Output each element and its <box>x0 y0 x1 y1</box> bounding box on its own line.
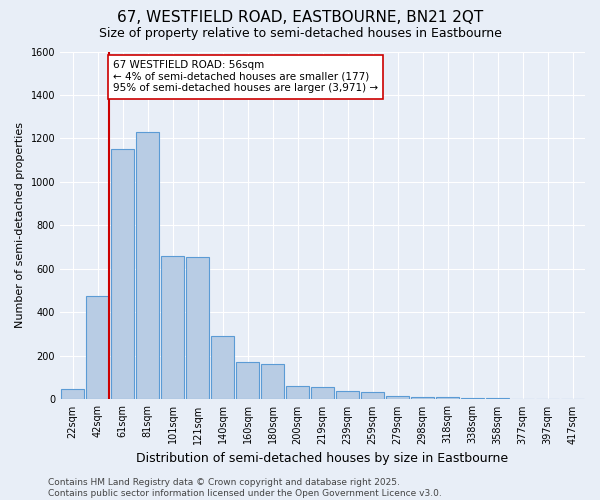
Bar <box>461 398 484 400</box>
Text: 67 WESTFIELD ROAD: 56sqm
← 4% of semi-detached houses are smaller (177)
95% of s: 67 WESTFIELD ROAD: 56sqm ← 4% of semi-de… <box>113 60 378 94</box>
Bar <box>110 150 134 400</box>
Bar <box>511 398 535 400</box>
Bar <box>161 256 184 400</box>
Bar <box>236 362 259 400</box>
Bar <box>185 257 209 400</box>
Bar <box>286 386 310 400</box>
X-axis label: Distribution of semi-detached houses by size in Eastbourne: Distribution of semi-detached houses by … <box>136 452 509 465</box>
Bar <box>335 391 359 400</box>
Bar <box>61 388 85 400</box>
Bar <box>211 336 235 400</box>
Text: Contains HM Land Registry data © Crown copyright and database right 2025.
Contai: Contains HM Land Registry data © Crown c… <box>48 478 442 498</box>
Bar <box>485 398 509 400</box>
Bar <box>536 399 559 400</box>
Bar <box>436 398 460 400</box>
Bar <box>260 364 284 400</box>
Y-axis label: Number of semi-detached properties: Number of semi-detached properties <box>15 122 25 328</box>
Bar <box>410 396 434 400</box>
Text: Size of property relative to semi-detached houses in Eastbourne: Size of property relative to semi-detach… <box>98 28 502 40</box>
Text: 67, WESTFIELD ROAD, EASTBOURNE, BN21 2QT: 67, WESTFIELD ROAD, EASTBOURNE, BN21 2QT <box>117 10 483 25</box>
Bar <box>361 392 385 400</box>
Bar <box>86 296 109 400</box>
Bar <box>311 387 334 400</box>
Bar <box>136 132 160 400</box>
Bar <box>386 396 409 400</box>
